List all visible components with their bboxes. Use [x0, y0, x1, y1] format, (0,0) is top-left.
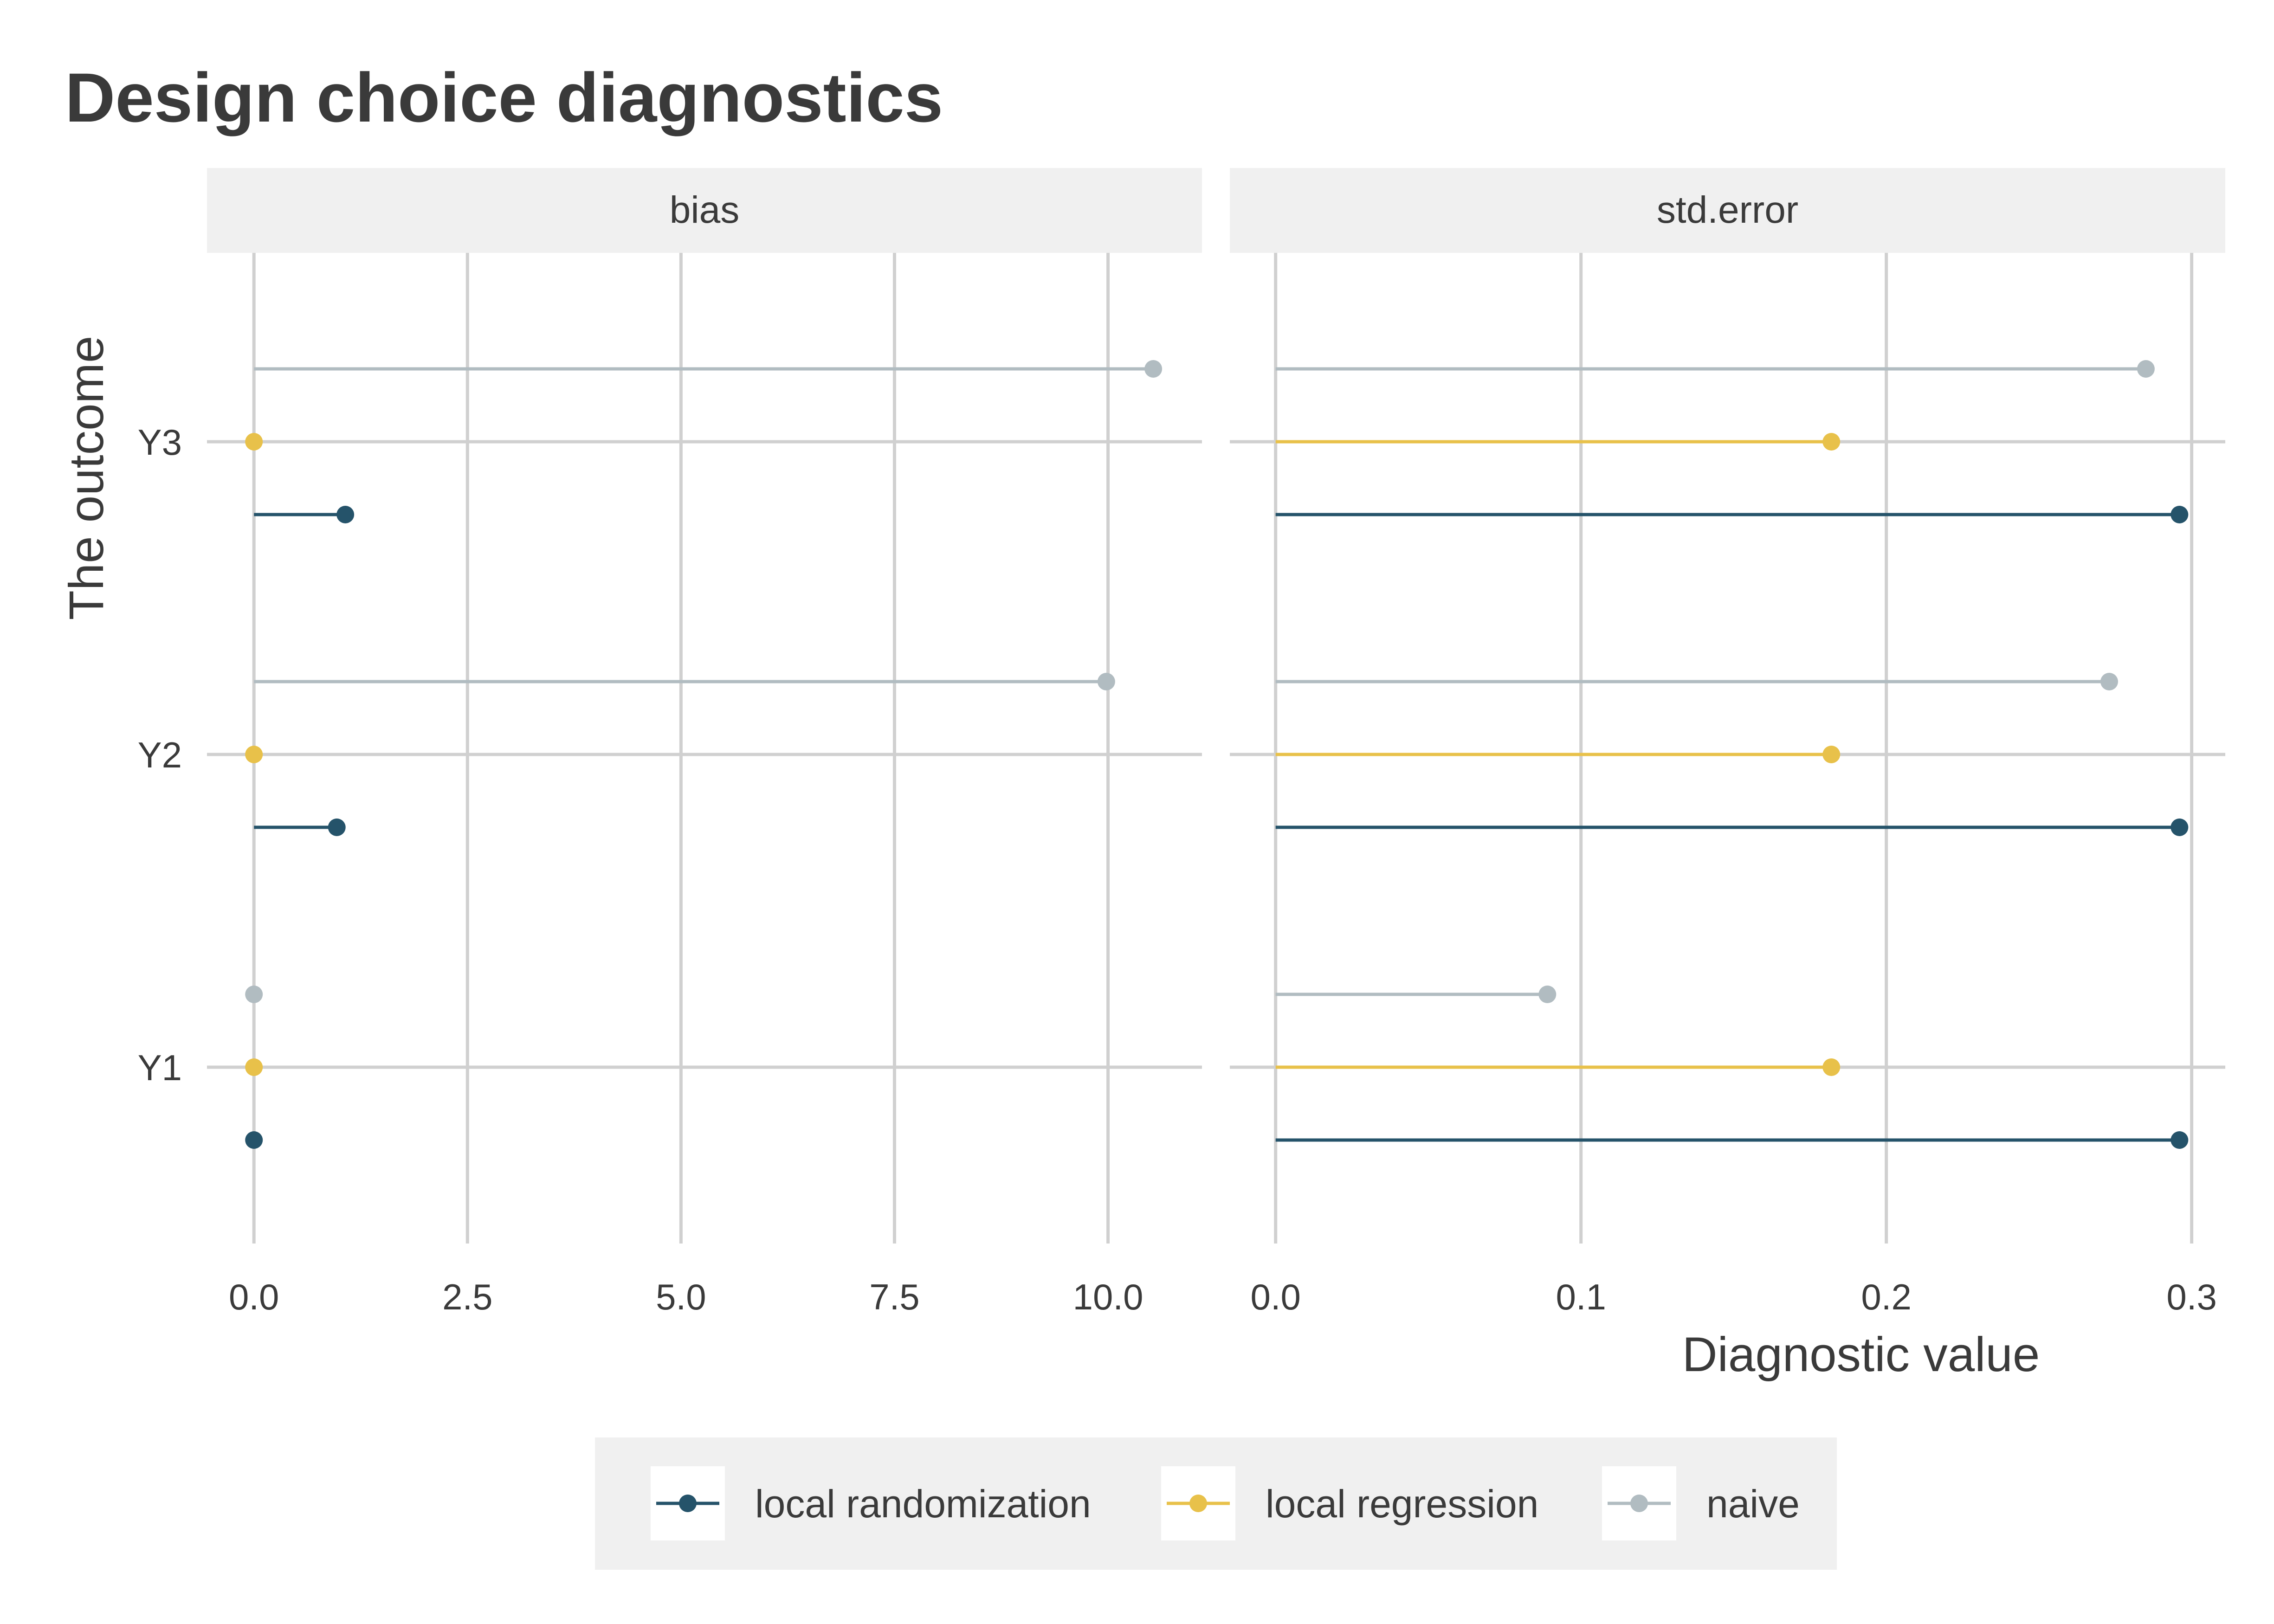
lollipop-point — [328, 818, 346, 836]
series-local-randomization — [245, 506, 355, 1149]
panel-std-error: std.error 0.0 0.1 0.2 0.3 — [1230, 168, 2225, 1317]
lollipop-point — [2171, 818, 2189, 836]
legend-key-point — [679, 1495, 697, 1512]
y-tick-label: Y2 — [138, 735, 182, 775]
legend-key-point — [1630, 1495, 1648, 1512]
lollipop-point — [1822, 433, 1841, 451]
lollipop-point — [245, 1058, 263, 1076]
legend-item-local-randomization: local randomization — [651, 1466, 1091, 1540]
x-tick-label: 2.5 — [442, 1276, 492, 1317]
lollipop-point — [245, 1131, 263, 1149]
x-tick-label: 0.0 — [1250, 1276, 1300, 1317]
x-tick-label: 0.2 — [1861, 1276, 1911, 1317]
strip-background — [1230, 168, 2225, 253]
lollipop-point — [1822, 746, 1841, 763]
series-local-randomization — [1275, 506, 2189, 1149]
y-tick-label: Y1 — [138, 1047, 182, 1088]
legend-item-naive: naive — [1602, 1466, 1800, 1540]
lollipop-point — [1822, 1058, 1841, 1076]
x-tick-label: 10.0 — [1073, 1276, 1143, 1317]
series-local-regression — [1275, 433, 1841, 1076]
legend-key-point — [1189, 1495, 1207, 1512]
lollipop-point — [2171, 506, 2189, 523]
x-tick-label: 7.5 — [869, 1276, 919, 1317]
legend-label: local randomization — [755, 1482, 1091, 1526]
lollipop-point — [2137, 360, 2155, 378]
legend-label: naive — [1706, 1482, 1800, 1526]
x-tick-label: 5.0 — [656, 1276, 706, 1317]
series-naive — [1275, 360, 2155, 1003]
legend-item-local-regression: local regression — [1161, 1466, 1538, 1540]
lollipop-point — [2171, 1131, 2189, 1149]
y-axis-title: The outcome — [59, 336, 114, 620]
y-tick-label: Y3 — [138, 422, 182, 463]
series-local-regression — [245, 433, 263, 1076]
lollipop-point — [2100, 673, 2118, 690]
series-naive — [245, 360, 1163, 1003]
lollipop-point — [245, 986, 263, 1003]
x-tick-label: 0.0 — [229, 1276, 279, 1317]
lollipop-point — [245, 746, 263, 763]
facet-panels: bias 0.0 2.5 5.0 7.5 10.0 std.error 0.0 0.1 0.2 0.… — [207, 168, 2225, 1317]
panel-bias: bias 0.0 2.5 5.0 7.5 10.0 — [207, 168, 1202, 1317]
x-tick-label: 0.1 — [1556, 1276, 1606, 1317]
strip-label: std.error — [1657, 189, 1798, 231]
legend-label: local regression — [1266, 1482, 1538, 1526]
lollipop-point — [336, 506, 355, 523]
x-axis-title: Diagnostic value — [1682, 1328, 2040, 1382]
x-tick-label: 0.3 — [2166, 1276, 2216, 1317]
strip-background — [207, 168, 1202, 253]
lollipop-point — [1538, 986, 1557, 1003]
strip-label: bias — [670, 189, 739, 231]
lollipop-point — [1097, 673, 1115, 690]
lollipop-point — [245, 433, 263, 451]
lollipop-point — [1144, 360, 1163, 378]
chart-title: Design choice diagnostics — [65, 58, 943, 136]
y-axis: Y1 Y2 Y3 — [138, 422, 182, 1088]
legend: local randomization local regression naive — [595, 1437, 1837, 1570]
